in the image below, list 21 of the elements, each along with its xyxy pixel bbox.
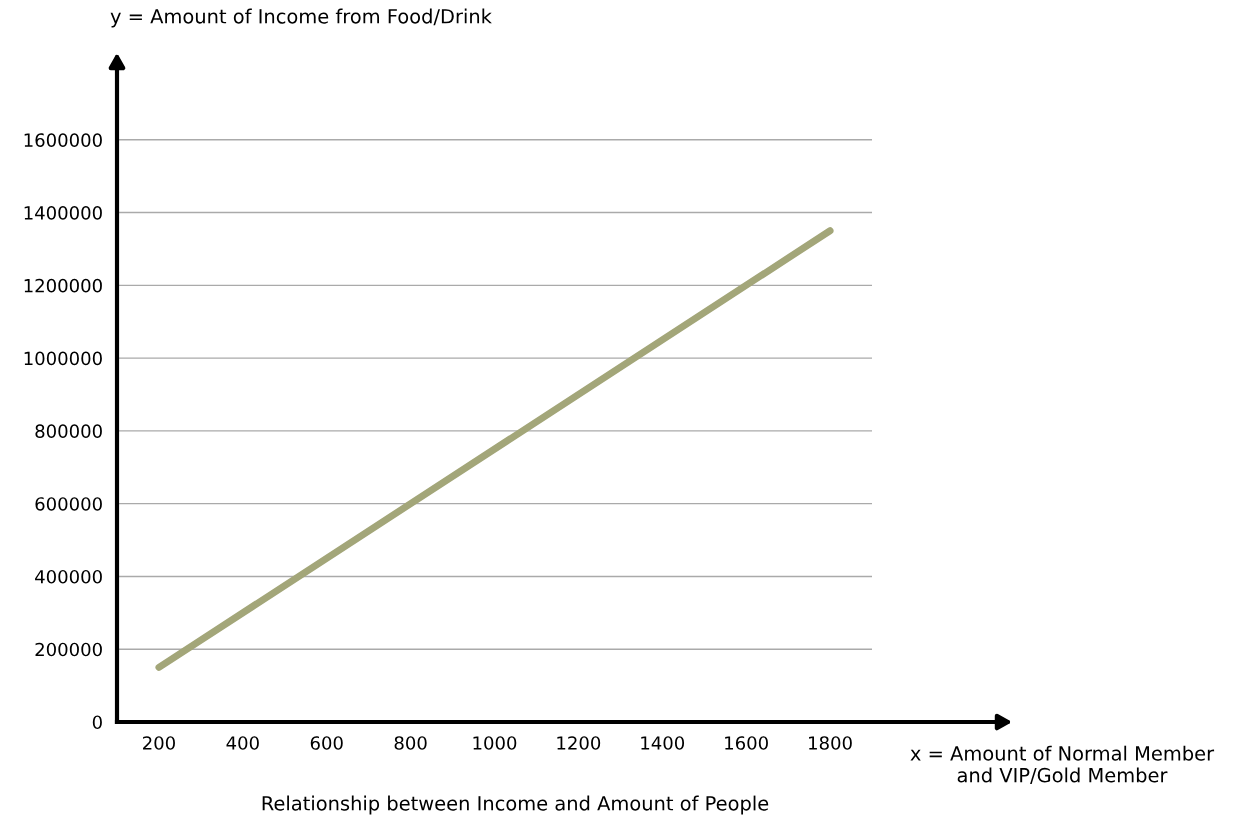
y-tick-label: 800000 bbox=[35, 424, 102, 439]
y-axis-title: y = Amount of Income from Food/Drink bbox=[110, 8, 492, 28]
x-tick-label: 200 bbox=[143, 736, 175, 750]
x-tick-label: 800 bbox=[394, 736, 427, 750]
y-tick-label: 200000 bbox=[35, 642, 102, 657]
y-tick-label: 1400000 bbox=[24, 206, 102, 220]
y-tick-label: 400000 bbox=[35, 569, 102, 584]
x-tick-label: 1200 bbox=[557, 736, 601, 750]
x-axis-title: x = Amount of Normal Member and VIP/Gold Member bbox=[910, 745, 1215, 785]
y-tick-label: 1000000 bbox=[24, 351, 102, 366]
y-tick-label: 600000 bbox=[35, 497, 102, 511]
x-tick-label: 600 bbox=[310, 736, 343, 750]
x-tick-label: 1600 bbox=[725, 736, 768, 750]
x-tick-label: 1400 bbox=[641, 736, 685, 750]
x-tick-label: 1000 bbox=[473, 736, 517, 750]
text: Relationship between Income and Amount of People bbox=[262, 795, 769, 815]
y-tick-label: 1200000 bbox=[24, 278, 102, 293]
x-tick-label: 1800 bbox=[809, 736, 852, 750]
y-tick-label: 1600000 bbox=[24, 133, 102, 147]
y-tick-label: 0 bbox=[92, 715, 102, 730]
x-tick-label: 400 bbox=[226, 736, 259, 750]
